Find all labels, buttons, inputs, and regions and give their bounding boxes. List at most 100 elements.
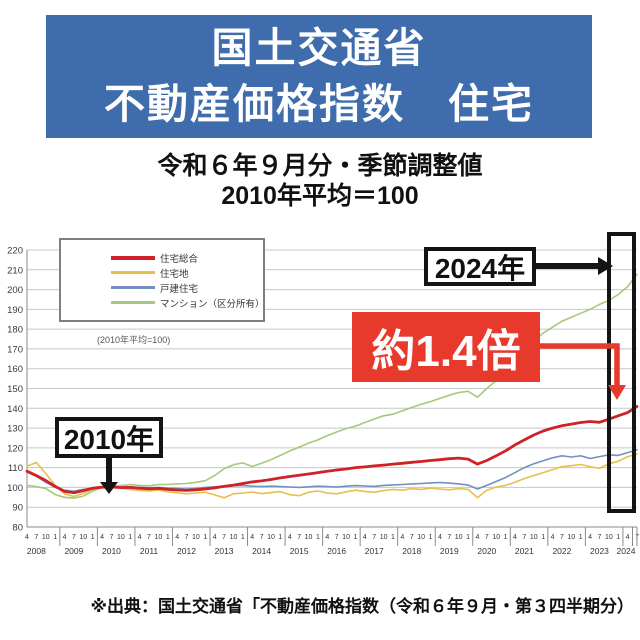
legend-rows: 住宅総合住宅地戸建住宅マンション（区分所有） [111,250,265,310]
legend-label: 住宅地 [160,268,189,280]
series-line-住宅地 [26,453,638,499]
x-year-label: 2023 [590,546,609,556]
legend-label: 戸建住宅 [160,283,199,295]
y-tick-label: 110 [8,463,23,474]
x-month-label: 4 [325,534,329,541]
x-month-label: 7 [34,534,38,541]
x-year-label: 2011 [140,546,159,556]
x-month-label: 7 [335,534,339,541]
x-month-label: 1 [316,534,320,541]
y-tick-label: 130 [7,424,23,435]
x-month-label: 10 [380,534,388,541]
x-month-label: 1 [166,534,170,541]
x-month-label: 10 [154,534,162,541]
x-month-label: 4 [438,534,442,541]
x-year-label: 2020 [477,546,496,556]
x-month-label: 10 [567,534,575,541]
x-month-label: 10 [117,534,125,541]
chart-legend: 住宅総合住宅地戸建住宅マンション（区分所有） [59,238,265,322]
header-banner: 国土交通省 不動産価格指数 住宅 [46,15,592,138]
legend-label: マンション（区分所有） [160,298,265,310]
x-month-label: 10 [530,534,538,541]
x-month-label: 10 [267,534,275,541]
x-month-label: 10 [342,534,350,541]
y-tick-label: 170 [7,344,23,355]
x-month-label: 1 [391,534,395,541]
x-month-label: 1 [541,534,545,541]
header-title-line1: 国土交通省 [211,25,427,72]
x-month-label: 7 [485,534,489,541]
x-month-label: 4 [100,534,104,541]
x-year-label: 2013 [215,546,234,556]
x-month-label: 1 [429,534,433,541]
legend-swatch [111,255,155,260]
x-month-label: 4 [138,534,142,541]
x-month-label: 4 [25,534,29,541]
x-year-label: 2024 [617,546,636,556]
x-month-label: 4 [213,534,217,541]
chart-baseline-note: (2010年平均=100) [97,335,171,345]
header-title-line2: 不動産価格指数 住宅 [104,80,534,127]
x-year-label: 2016 [327,546,346,556]
x-year-label: 2015 [290,546,309,556]
x-year-label: 2019 [440,546,459,556]
y-tick-label: 140 [7,404,23,415]
source-note: ※出典：国土交通省「不動産価格指数（令和６年９月・第３四半期分） [90,597,634,616]
highlight-rect-2024 [607,232,636,513]
x-month-label: 7 [372,534,376,541]
x-month-label: 7 [147,534,151,541]
x-month-label: 1 [616,534,620,541]
x-month-label: 10 [79,534,87,541]
x-month-label: 10 [605,534,613,541]
x-year-label: 2012 [177,546,196,556]
x-month-label: 7 [522,534,526,541]
x-month-label: 7 [222,534,226,541]
x-month-label: 4 [513,534,517,541]
x-month-label: 7 [72,534,76,541]
x-month-label: 1 [203,534,207,541]
x-month-label: 1 [466,534,470,541]
x-month-label: 4 [626,534,630,541]
x-month-label: 4 [363,534,367,541]
x-month-label: 4 [288,534,292,541]
x-month-label: 1 [504,534,508,541]
x-month-label: 4 [476,534,480,541]
series-line-住宅総合 [25,405,639,495]
x-month-label: 1 [241,534,245,541]
x-month-label: 7 [447,534,451,541]
x-year-label: 2014 [252,546,271,556]
x-year-label: 2017 [365,546,384,556]
subtitle-period: 令和６年９月分・季節調整値 [157,152,483,180]
legend-swatch [111,301,155,304]
x-year-label: 2010 [102,546,121,556]
y-tick-label: 200 [7,285,23,296]
y-tick-label: 220 [7,246,23,257]
legend-label: 住宅総合 [160,253,199,265]
subtitle-baseline: 2010年平均＝100 [221,182,419,210]
x-month-label: 4 [175,534,179,541]
x-month-label: 1 [91,534,95,541]
x-month-label: 7 [598,534,602,541]
y-tick-label: 160 [7,364,23,375]
y-tick-label: 90 [12,503,23,514]
legend-item: 住宅地 [111,265,263,280]
x-month-label: 10 [492,534,500,541]
x-month-label: 4 [250,534,254,541]
y-tick-label: 120 [7,443,23,454]
legend-item: 戸建住宅 [111,280,263,295]
x-month-label: 1 [354,534,358,541]
x-month-label: 4 [551,534,555,541]
y-tick-label: 100 [7,483,23,494]
x-year-label: 2021 [515,546,534,556]
x-month-label: 7 [297,534,301,541]
x-month-label: 7 [110,534,114,541]
x-month-label: 1 [128,534,132,541]
legend-item: 住宅総合 [111,250,263,265]
x-year-label: 2009 [64,546,83,556]
x-month-label: 10 [305,534,313,541]
x-month-label: 10 [455,534,463,541]
x-month-label: 1 [278,534,282,541]
x-month-label: 4 [400,534,404,541]
